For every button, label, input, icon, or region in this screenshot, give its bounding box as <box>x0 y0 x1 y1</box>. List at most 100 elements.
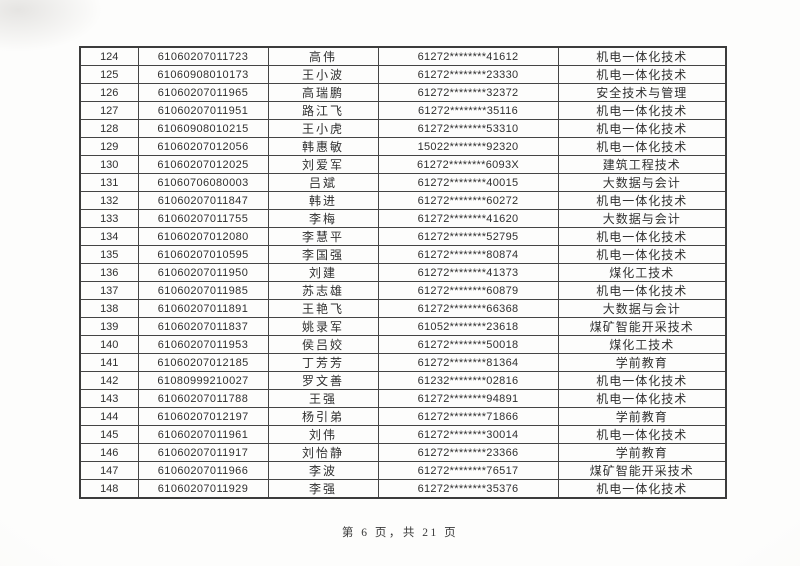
student-name: 韩进 <box>267 191 379 210</box>
masked-id-number: 61272********35116 <box>377 101 559 120</box>
student-name: 姚录军 <box>267 317 379 336</box>
masked-id-number: 61272********60272 <box>377 191 559 210</box>
student-name: 丁芳芳 <box>267 353 379 372</box>
student-name: 路江飞 <box>267 101 379 120</box>
table-row: 135 61060207010595 李国强 61272********80874 机电… <box>79 245 727 264</box>
student-name: 侯吕姣 <box>267 335 379 354</box>
major-name: 学前教育 <box>557 443 727 462</box>
table-row: 132 61060207011847 韩进 61272********60272 机电一… <box>79 191 727 210</box>
masked-id-number: 61272********30014 <box>377 425 559 444</box>
table-row: 126 61060207011965 高瑞鹏 61272********32372 安全… <box>79 83 727 102</box>
table-row: 127 61060207011951 路江飞 61272********35116 机电… <box>79 101 727 120</box>
registration-id: 61060207011951 <box>137 101 269 120</box>
row-number: 132 <box>79 191 139 210</box>
masked-id-number: 61232********02816 <box>377 371 559 390</box>
registration-id: 61060207011723 <box>137 46 269 66</box>
masked-id-number: 61272********81364 <box>377 353 559 372</box>
student-name: 韩惠敏 <box>267 137 379 156</box>
table-row: 134 61060207012080 李慧平 61272********52795 机电… <box>79 227 727 246</box>
registration-id: 61060207011788 <box>137 389 269 408</box>
masked-id-number: 61272********66368 <box>377 299 559 318</box>
table-row: 128 61060908010215 王小虎 61272********53310 机电… <box>79 119 727 138</box>
major-name: 机电一体化技术 <box>557 46 727 66</box>
row-number: 130 <box>79 155 139 174</box>
row-number: 124 <box>79 46 139 66</box>
registration-id: 61060207012025 <box>137 155 269 174</box>
student-name: 王小虎 <box>267 119 379 138</box>
table-row: 143 61060207011788 王强 61272********94891 机电一… <box>79 389 727 408</box>
registration-id: 61060207011917 <box>137 443 269 462</box>
major-name: 煤化工技术 <box>557 263 727 282</box>
masked-id-number: 61272********23330 <box>377 65 559 84</box>
major-name: 安全技术与管理 <box>557 83 727 102</box>
row-number: 136 <box>79 263 139 282</box>
table-row: 140 61060207011953 侯吕姣 61272********50018 煤化… <box>79 335 727 354</box>
masked-id-number: 61272********71866 <box>377 407 559 426</box>
major-name: 学前教育 <box>557 353 727 372</box>
registration-id: 61060207010595 <box>137 245 269 264</box>
student-name: 刘伟 <box>267 425 379 444</box>
masked-id-number: 61272********32372 <box>377 83 559 102</box>
registration-id: 61060207011837 <box>137 317 269 336</box>
major-name: 建筑工程技术 <box>557 155 727 174</box>
row-number: 137 <box>79 281 139 300</box>
table-row: 141 61060207012185 丁芳芳 61272********81364 学前… <box>79 353 727 372</box>
major-name: 学前教育 <box>557 407 727 426</box>
row-number: 140 <box>79 335 139 354</box>
table-row: 148 61060207011929 李强 61272********35376 机电一… <box>79 479 727 499</box>
registration-id: 61060207011929 <box>137 479 269 499</box>
student-name: 王强 <box>267 389 379 408</box>
table-row: 136 61060207011950 刘建 61272********41373 煤化工… <box>79 263 727 282</box>
registration-id: 61060207011985 <box>137 281 269 300</box>
row-number: 138 <box>79 299 139 318</box>
masked-id-number: 61272********52795 <box>377 227 559 246</box>
registration-id: 61060207011891 <box>137 299 269 318</box>
masked-id-number: 61272********76517 <box>377 461 559 480</box>
major-name: 机电一体化技术 <box>557 281 727 300</box>
table-row: 137 61060207011985 苏志雄 61272********60879 机电… <box>79 281 727 300</box>
student-name: 杨引弟 <box>267 407 379 426</box>
row-number: 142 <box>79 371 139 390</box>
major-name: 机电一体化技术 <box>557 389 727 408</box>
major-name: 机电一体化技术 <box>557 227 727 246</box>
masked-id-number: 61272********50018 <box>377 335 559 354</box>
student-name: 王小波 <box>267 65 379 84</box>
major-name: 机电一体化技术 <box>557 371 727 390</box>
row-number: 126 <box>79 83 139 102</box>
masked-id-number: 61272********53310 <box>377 119 559 138</box>
row-number: 135 <box>79 245 139 264</box>
major-name: 机电一体化技术 <box>557 101 727 120</box>
masked-id-number: 61272********80874 <box>377 245 559 264</box>
major-name: 机电一体化技术 <box>557 245 727 264</box>
table-row: 131 61060706080003 吕斌 61272********40015 大数据… <box>79 173 727 192</box>
row-number: 134 <box>79 227 139 246</box>
row-number: 125 <box>79 65 139 84</box>
registration-id: 61060207011950 <box>137 263 269 282</box>
table-row: 145 61060207011961 刘伟 61272********30014 机电一… <box>79 425 727 444</box>
registration-id: 61060207011965 <box>137 83 269 102</box>
masked-id-number: 61052********23618 <box>377 317 559 336</box>
registration-id: 61060207012185 <box>137 353 269 372</box>
row-number: 144 <box>79 407 139 426</box>
table-row: 130 61060207012025 刘爱军 61272********6093X 建筑… <box>79 155 727 174</box>
registration-id: 61060706080003 <box>137 173 269 192</box>
student-name: 王艳飞 <box>267 299 379 318</box>
registration-id: 61060207011755 <box>137 209 269 228</box>
row-number: 147 <box>79 461 139 480</box>
masked-id-number: 61272********41373 <box>377 263 559 282</box>
student-name: 刘建 <box>267 263 379 282</box>
student-name: 吕斌 <box>267 173 379 192</box>
major-name: 机电一体化技术 <box>557 137 727 156</box>
major-name: 大数据与会计 <box>557 173 727 192</box>
masked-id-number: 61272********41612 <box>377 46 559 66</box>
registration-id: 61060207011847 <box>137 191 269 210</box>
major-name: 机电一体化技术 <box>557 191 727 210</box>
table-row: 146 61060207011917 刘怡静 61272********23366 学前… <box>79 443 727 462</box>
registration-id: 61060908010173 <box>137 65 269 84</box>
masked-id-number: 61272********94891 <box>377 389 559 408</box>
student-name: 李强 <box>267 479 379 499</box>
table-row: 129 61060207012056 韩惠敏 15022********92320 机电… <box>79 137 727 156</box>
student-name: 刘爱军 <box>267 155 379 174</box>
masked-id-number: 61272********40015 <box>377 173 559 192</box>
student-name: 刘怡静 <box>267 443 379 462</box>
